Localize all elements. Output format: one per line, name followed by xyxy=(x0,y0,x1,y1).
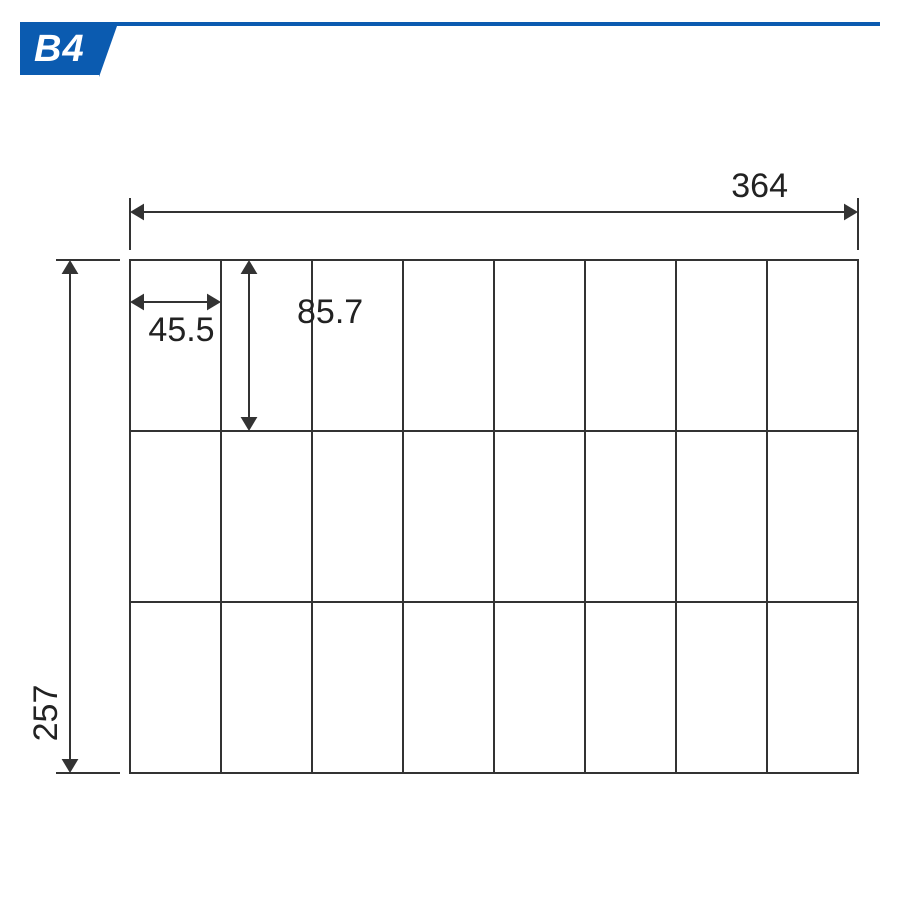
size-badge: B4 xyxy=(20,26,99,75)
svg-text:85.7: 85.7 xyxy=(297,293,363,331)
svg-text:257: 257 xyxy=(27,685,65,742)
svg-text:45.5: 45.5 xyxy=(148,311,214,349)
header-rule xyxy=(20,22,880,26)
svg-text:364: 364 xyxy=(731,170,788,205)
dimension-diagram: 364 257 45.5 85.7 xyxy=(20,170,880,870)
diagram-svg: 364 257 45.5 85.7 xyxy=(20,170,880,870)
badge-label: B4 xyxy=(34,28,85,70)
